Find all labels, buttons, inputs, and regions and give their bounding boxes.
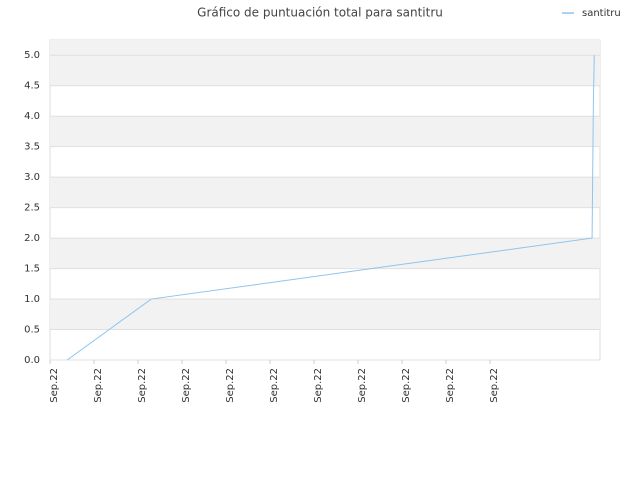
y-tick-label: 1.0 (24, 294, 40, 305)
x-tick-label: Sep.22 (93, 368, 104, 403)
y-tick-label: 0.5 (24, 325, 40, 336)
y-tick-label: 4.0 (24, 111, 40, 122)
x-tick-label: Sep.22 (313, 368, 324, 403)
y-tick-label: 2.5 (24, 203, 40, 214)
chart-title: Gráfico de puntuación total para santitr… (197, 6, 443, 20)
x-tick-label: Sep.22 (357, 368, 368, 403)
grid-band (50, 177, 600, 208)
grid-band (50, 299, 600, 330)
x-tick-label: Sep.22 (445, 368, 456, 403)
grid-band (50, 238, 600, 269)
x-tick-label: Sep.22 (269, 368, 280, 403)
grid-band (50, 116, 600, 147)
y-tick-label: 4.5 (24, 81, 40, 92)
series-line (66, 55, 595, 361)
y-tick-label: 2.0 (24, 233, 40, 244)
x-tick-label: Sep.22 (137, 368, 148, 403)
legend-label: santitru (582, 8, 621, 19)
y-tick-label: 5.0 (24, 50, 40, 61)
y-tick-label: 0.0 (24, 355, 40, 366)
y-tick-label: 1.5 (24, 264, 40, 275)
x-tick-label: Sep.22 (401, 368, 412, 403)
grid-band (50, 55, 600, 86)
x-tick-label: Sep.22 (225, 368, 236, 403)
y-tick-label: 3.5 (24, 142, 40, 153)
x-tick-label: Sep.22 (489, 368, 500, 403)
x-tick-label: Sep.22 (49, 368, 60, 403)
grid-band (50, 40, 600, 56)
x-tick-label: Sep.22 (181, 368, 192, 403)
y-tick-label: 3.0 (24, 172, 40, 183)
